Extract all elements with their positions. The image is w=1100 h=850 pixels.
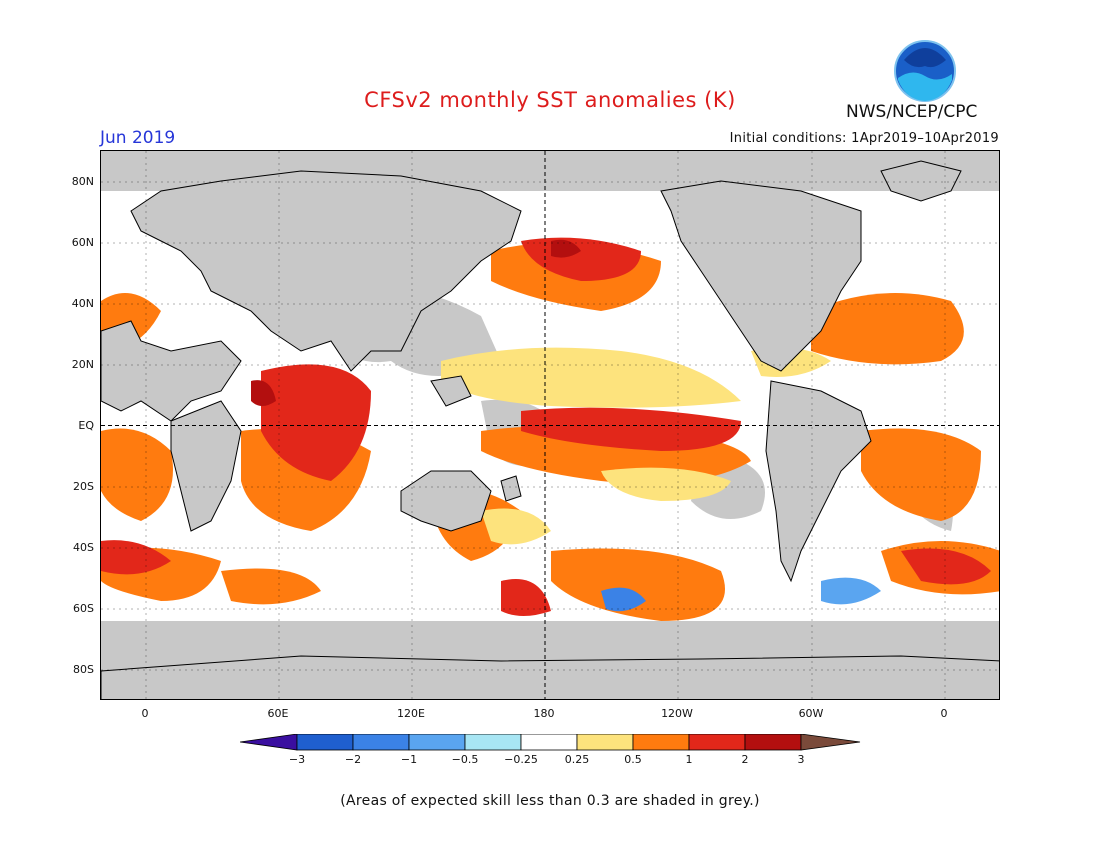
lat-label: 20S [73,480,94,493]
lon-label: 0 [940,707,948,720]
grid-lines [101,151,999,699]
organization-label: NWS/NCEP/CPC [846,102,978,122]
lon-label: 60W [798,707,824,720]
africa-land [170,400,242,532]
chart-title: CFSv2 monthly SST anomalies (K) [364,88,736,112]
anomaly-patch [811,293,964,365]
forecast-month: Jun 2019 [100,128,176,148]
colorbar-tick-label: −2 [344,753,362,766]
anomaly-patch [101,428,173,521]
colorbar [240,734,861,751]
anomaly-patch [901,548,991,585]
colorbar-bin [408,734,466,751]
colorbar-bin [520,734,578,751]
anomaly-patch [601,587,646,612]
anomaly-patch [251,380,276,406]
colorbar-tick-label: −0.25 [504,753,538,766]
colorbar-bin [296,734,354,751]
australia-land [400,470,492,532]
colorbar-arrow-high [800,734,861,751]
anomaly-patch [521,407,741,451]
lon-label: 120W [661,707,693,720]
south-america-land [765,380,872,583]
eurasia-land [130,170,522,372]
anomaly-patch [821,577,881,605]
colorbar-tick-label: −0.5 [451,753,479,766]
lat-label: 60N [71,236,94,249]
anomaly-patch [481,508,551,545]
lat-label: 60S [73,602,94,615]
colorbar-tick-label: 0.5 [624,753,642,766]
colorbar-tick-label: 3 [797,753,805,766]
anomaly-patch [221,568,321,605]
africa-west-land [101,320,242,422]
lon-label: 60E [267,707,289,720]
colorbar-bin [576,734,634,751]
sst-anomaly-map [100,150,1000,700]
anomaly-patch [501,579,551,616]
colorbar-bin [632,734,690,751]
lat-label: 80N [71,175,94,188]
greenland-land [880,160,962,202]
anomaly-patch [261,364,371,481]
lat-label: EQ [78,419,94,432]
noaa-logo [894,40,956,102]
colorbar-tick-label: −3 [288,753,306,766]
lon-label: 0 [141,707,149,720]
anomaly-patch [601,467,731,501]
lon-label: 180 [533,707,555,720]
colorbar-tick-label: 2 [741,753,749,766]
lat-label: 80S [73,663,94,676]
anomaly-patch [551,239,581,258]
land-masses [101,160,999,699]
lat-label: 40S [73,541,94,554]
colorbar-bin [688,734,746,751]
anomaly-patch [101,540,171,575]
colorbar-tick-label: −1 [400,753,418,766]
anomaly-patch [861,428,981,521]
anomaly-patch [441,347,741,408]
map-canvas [101,151,999,699]
antarctica-land [101,655,999,699]
colorbar-bin [744,734,802,751]
north-america-land [660,180,862,372]
colorbar-arrow-low [240,734,298,751]
anomaly-patch [551,548,725,621]
skill-footnote: (Areas of expected skill less than 0.3 a… [340,793,760,809]
lat-label: 40N [71,297,94,310]
indonesia-land [430,375,472,407]
lat-label: 20N [71,358,94,371]
colorbar-bin [464,734,522,751]
lon-label: 120E [397,707,425,720]
colorbar-tick-label: 0.25 [564,753,590,766]
colorbar-tick-label: 1 [685,753,693,766]
initial-conditions: Initial conditions: 1Apr2019–10Apr2019 [729,131,999,146]
colorbar-bin [352,734,410,751]
new-zealand-land [500,475,522,502]
